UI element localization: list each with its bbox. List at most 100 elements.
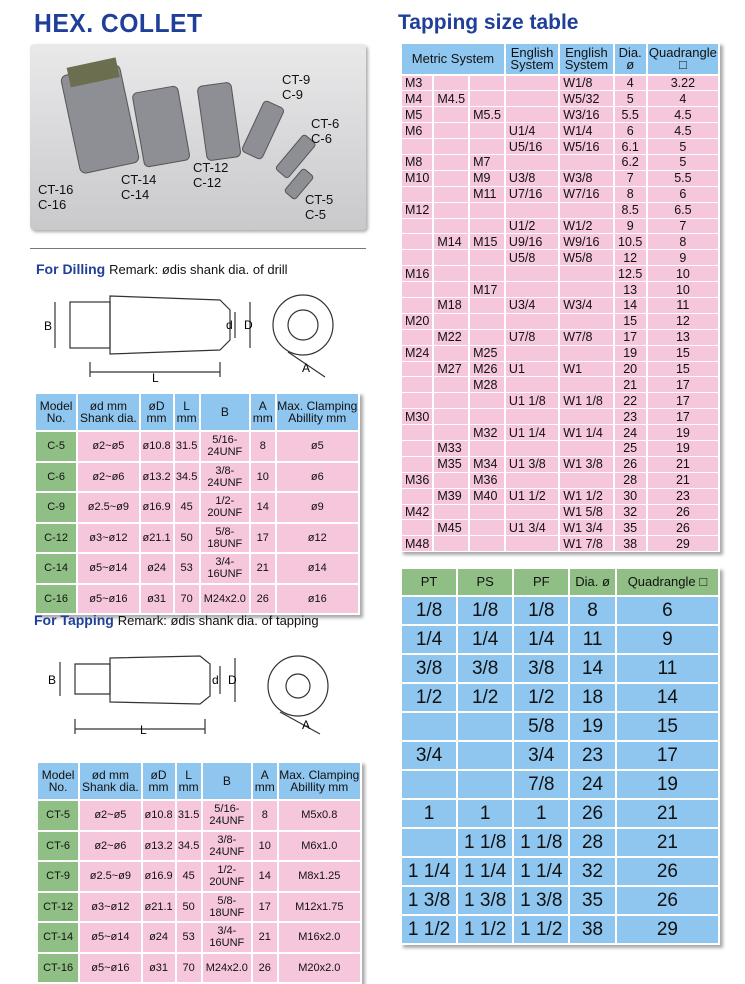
table-cell: 4.5 (645, 122, 721, 140)
table-cell: 19 (568, 711, 617, 742)
table-cell: ø14 (274, 552, 361, 585)
table-cell: M6x1.0 (276, 829, 363, 862)
table-cell: ø24 (138, 552, 175, 585)
table-cell (432, 503, 471, 521)
header-row: Metric System English System English Syste… (400, 42, 721, 76)
table-cell: 53 (172, 552, 201, 585)
table-row: 1/2 1/2 1/2 18 14 (399, 682, 721, 713)
label-ct16: CT-16 C-16 (38, 182, 74, 212)
table-cell: 3/4 (512, 740, 571, 771)
table-cell (503, 471, 561, 489)
table-row: M39 M40 U1 1/2 W1 1/2 30 23 (399, 487, 721, 505)
table-row: M42 W1 5/8 32 26 (399, 503, 721, 521)
table-cell (468, 201, 506, 219)
col-header: L mm (174, 761, 203, 801)
svg-text:A: A (302, 718, 310, 732)
col-header: ød mm Shank dia. (78, 761, 143, 801)
table-cell (503, 265, 561, 283)
table-cell: 1 1/4 (456, 856, 515, 887)
table-cell: 19 (645, 424, 721, 441)
table-cell (432, 74, 471, 92)
table-cell (468, 217, 506, 235)
table-cell: 19 (645, 439, 721, 457)
table-cell: 22 (612, 392, 648, 410)
table-cell: W5/8 (558, 249, 615, 267)
col-header: L mm (172, 392, 201, 432)
table-row: C-14 ø5~ø14 ø24 53 3/4-16UNF 21 ø14 (33, 552, 361, 585)
svg-text:L: L (140, 723, 147, 737)
table-cell (432, 106, 471, 124)
table-cell: C-6 (33, 460, 79, 493)
table-cell: M5x0.8 (276, 799, 363, 832)
svg-text:d: d (226, 318, 233, 332)
table-row: M17 13 10 (399, 281, 721, 298)
table-cell (456, 711, 515, 742)
col-header: A mm (250, 761, 279, 801)
table-row: M12 8.5 6.5 (399, 201, 721, 219)
table-cell: 12 (612, 249, 648, 267)
table-cell: ø3~ø12 (78, 890, 143, 923)
table-row: M45 U1 3/4 W1 3/4 35 26 (399, 519, 721, 537)
table-cell: 50 (174, 890, 203, 923)
table-cell (503, 90, 561, 108)
table-cell: M32 (468, 424, 506, 441)
table-cell (399, 233, 435, 251)
table-cell: W7/8 (558, 328, 615, 346)
table-cell: 31.5 (172, 430, 201, 463)
table-cell (399, 769, 459, 800)
table-cell: 3/4-16UNF (200, 921, 253, 954)
table-cell: 13 (612, 281, 648, 298)
table-cell: 6.1 (612, 138, 648, 155)
table-row: C-16 ø5~ø16 ø31 70 M24x2.0 26 ø16 (33, 582, 361, 615)
table-cell: 32 (612, 503, 648, 521)
table-cell: 1 3/8 (456, 885, 515, 916)
table-cell: 21 (645, 455, 721, 473)
table-cell: M16 (399, 265, 435, 283)
table-cell: 5.5 (612, 106, 648, 124)
table-cell: 8 (568, 595, 617, 626)
label-ct6: CT-6 C-6 (311, 116, 340, 146)
table-cell (399, 328, 435, 346)
table-cell: M17 (468, 281, 506, 298)
col-header: øD mm (138, 392, 175, 432)
table-cell: 1 1/4 (399, 856, 459, 887)
table-cell (432, 153, 471, 171)
table-row: M5 M5.5 W3/16 5.5 4.5 (399, 106, 721, 124)
table-cell (399, 455, 435, 473)
table-cell: M34 (468, 455, 506, 473)
table-row: M30 23 17 (399, 408, 721, 426)
table-cell: 1/2 (456, 682, 515, 713)
table-row: M3 W1/8 4 3.22 (399, 74, 721, 92)
table-cell: 21 (250, 921, 279, 954)
table-cell: 11 (614, 653, 721, 684)
table-cell (468, 138, 506, 155)
table-cell: 4 (612, 74, 648, 92)
table-cell: ø16.9 (138, 491, 175, 524)
table-cell: 10 (250, 829, 279, 862)
table-cell: W1 7/8 (558, 535, 615, 553)
table-cell: M5.5 (468, 106, 506, 124)
table-cell (558, 376, 615, 394)
collets-image (60, 57, 316, 200)
table-cell: U1 3/8 (503, 455, 561, 473)
table-cell (468, 265, 506, 283)
table-cell: 17 (645, 408, 721, 426)
table-cell (399, 424, 435, 441)
pipe-thread-table: PT PS PF Dia. ø Quadrangle □ 1/8 1/8 1/8 8 6 1/4 1/… (399, 567, 721, 945)
col-header: øD mm (140, 761, 177, 801)
table-cell: 6.5 (645, 201, 721, 219)
table-cell (432, 281, 471, 298)
table-cell: ø2~ø6 (78, 829, 143, 862)
table-cell (432, 138, 471, 155)
table-cell: ø10.8 (138, 430, 175, 463)
table-cell: ø10.8 (140, 799, 177, 832)
table-cell: CT-5 (35, 799, 81, 832)
table-cell (432, 471, 471, 489)
table-cell (432, 424, 471, 441)
col-header: Model No. (35, 761, 81, 801)
svg-text:B: B (48, 673, 56, 687)
table-cell: ø2~ø5 (76, 430, 141, 463)
table-cell: 17 (250, 890, 279, 923)
table-cell (432, 249, 471, 267)
table-cell: 38 (612, 535, 648, 553)
